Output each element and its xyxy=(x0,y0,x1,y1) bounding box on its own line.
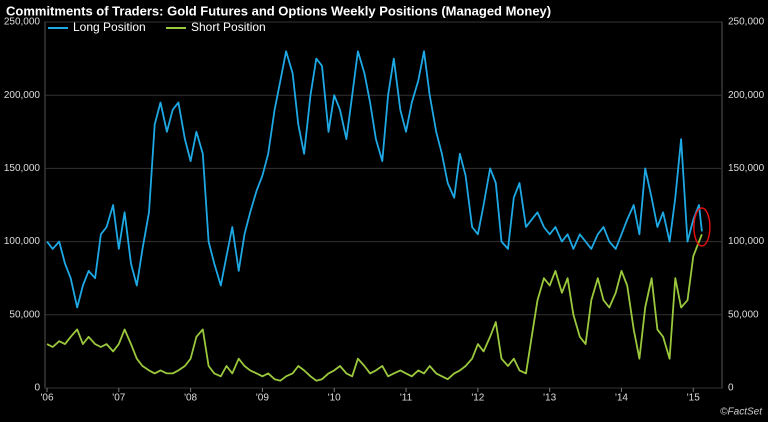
y2-tick-label: 200,000 xyxy=(728,90,765,101)
y-tick-label: 200,000 xyxy=(4,90,41,101)
legend-label: Short Position xyxy=(191,20,266,34)
y-tick-label: 250,000 xyxy=(4,17,41,28)
y-tick-label: 0 xyxy=(34,383,40,394)
x-tick-label: '08 xyxy=(184,393,197,404)
chart-title: Commitments of Traders: Gold Futures and… xyxy=(6,3,551,18)
y-tick-label: 100,000 xyxy=(4,236,41,247)
x-tick-label: '12 xyxy=(471,393,484,404)
y2-tick-label: 50,000 xyxy=(728,309,759,320)
x-tick-label: '15 xyxy=(687,393,700,404)
x-tick-label: '14 xyxy=(615,393,628,404)
legend-label: Long Position xyxy=(73,20,146,34)
x-tick-label: '13 xyxy=(543,393,556,404)
source: ©FactSet xyxy=(720,407,763,418)
x-tick-label: '09 xyxy=(256,393,269,404)
x-tick-label: '07 xyxy=(112,393,125,404)
x-tick-label: '10 xyxy=(328,393,341,404)
y2-tick-label: 250,000 xyxy=(728,17,765,28)
highlight-circle xyxy=(693,207,711,247)
y2-tick-label: 0 xyxy=(728,383,734,394)
y-tick-label: 50,000 xyxy=(9,309,40,320)
series-line xyxy=(46,50,703,309)
series-line xyxy=(46,233,703,382)
y-tick-label: 150,000 xyxy=(4,163,41,174)
x-tick-label: '06 xyxy=(40,393,53,404)
y2-tick-label: 100,000 xyxy=(728,236,765,247)
x-tick-label: '11 xyxy=(400,393,413,404)
y2-tick-label: 150,000 xyxy=(728,163,765,174)
